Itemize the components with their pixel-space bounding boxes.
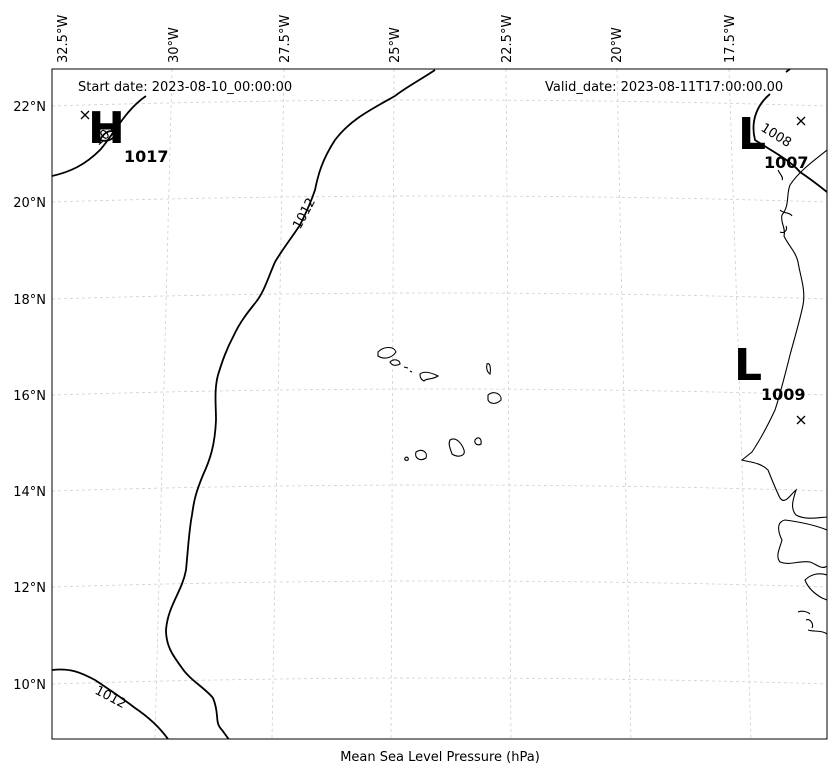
high-center-letter: H xyxy=(88,103,125,154)
low-center-marker-south xyxy=(796,415,806,425)
isobar-high-arc xyxy=(52,95,147,177)
low-center-value-south: 1009 xyxy=(761,385,806,404)
lon-tick-label: 25°W xyxy=(388,27,403,63)
latitude-gridlines xyxy=(52,99,827,685)
lat-tick-label: 16°N xyxy=(13,389,46,404)
lon-tick-label: 30°W xyxy=(167,27,182,63)
lon-tick-label: 22.5°W xyxy=(500,15,515,63)
isobar-1008 xyxy=(752,93,827,193)
isobar-1012-main xyxy=(165,95,396,739)
lat-tick-label: 20°N xyxy=(13,196,46,211)
pressure-centers: H 1017 L 1007 L 1009 xyxy=(88,103,809,404)
pressure-center-markers xyxy=(80,110,806,425)
longitude-gridlines xyxy=(52,69,752,739)
latitude-tick-labels: 22°N 20°N 18°N 16°N 14°N 12°N 10°N xyxy=(13,100,46,693)
low-center-marker-north xyxy=(796,116,806,126)
map-caption: Mean Sea Level Pressure (hPa) xyxy=(340,750,540,765)
lon-tick-label: 27.5°W xyxy=(278,15,293,63)
map-frame xyxy=(51,68,828,740)
lat-tick-label: 14°N xyxy=(13,485,46,500)
start-date-label: Start date: 2023-08-10_00:00:00 xyxy=(78,80,292,95)
high-center-marker xyxy=(80,110,90,120)
longitude-tick-labels: 32.5°W 30°W 27.5°W 25°W 22.5°W 20°W 17.5… xyxy=(56,15,738,63)
isobar-1012-southwest xyxy=(52,668,169,739)
low-center-letter-south: L xyxy=(734,340,762,391)
low-center-letter-north: L xyxy=(738,109,766,160)
lat-tick-label: 18°N xyxy=(13,293,46,308)
lon-tick-label: 20°W xyxy=(610,27,625,63)
map-plot-area xyxy=(52,69,827,739)
lon-tick-label: 32.5°W xyxy=(56,15,71,63)
isobar-high-ring xyxy=(98,130,116,142)
cape-verde-islands xyxy=(377,346,502,461)
lat-tick-label: 10°N xyxy=(13,678,46,693)
lon-tick-label: 17.5°W xyxy=(723,15,738,63)
west-africa-coastline xyxy=(740,149,827,635)
lat-tick-label: 22°N xyxy=(13,100,46,115)
high-center-value: 1017 xyxy=(124,147,169,166)
isobar-1012-upper xyxy=(394,69,436,97)
valid-date-label: Valid_date: 2023-08-11T17:00:00.00 xyxy=(545,80,783,95)
low-center-value-north: 1007 xyxy=(764,153,809,172)
lat-tick-label: 12°N xyxy=(13,581,46,596)
